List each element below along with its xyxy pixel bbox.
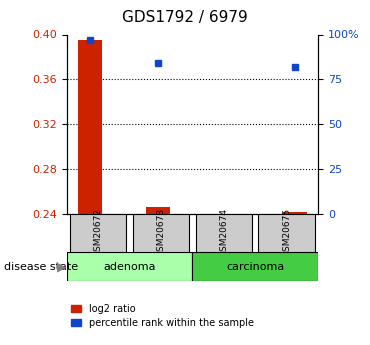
- Bar: [78, 40, 102, 214]
- Bar: [283, 212, 307, 214]
- Text: GSM20674: GSM20674: [219, 208, 228, 257]
- Text: GSM20673: GSM20673: [157, 208, 165, 257]
- FancyBboxPatch shape: [67, 252, 192, 281]
- Text: GSM20675: GSM20675: [282, 208, 291, 257]
- FancyBboxPatch shape: [258, 214, 315, 252]
- FancyBboxPatch shape: [196, 214, 252, 252]
- Text: carcinoma: carcinoma: [226, 262, 285, 272]
- FancyBboxPatch shape: [70, 214, 127, 252]
- Text: GSM20672: GSM20672: [94, 208, 102, 257]
- Bar: [146, 207, 170, 214]
- Text: adenoma: adenoma: [103, 262, 156, 272]
- Text: disease state: disease state: [4, 263, 78, 272]
- Text: GDS1792 / 6979: GDS1792 / 6979: [122, 10, 248, 25]
- FancyBboxPatch shape: [192, 252, 318, 281]
- FancyBboxPatch shape: [133, 214, 189, 252]
- Legend: log2 ratio, percentile rank within the sample: log2 ratio, percentile rank within the s…: [71, 304, 254, 328]
- Text: ▶: ▶: [57, 261, 67, 274]
